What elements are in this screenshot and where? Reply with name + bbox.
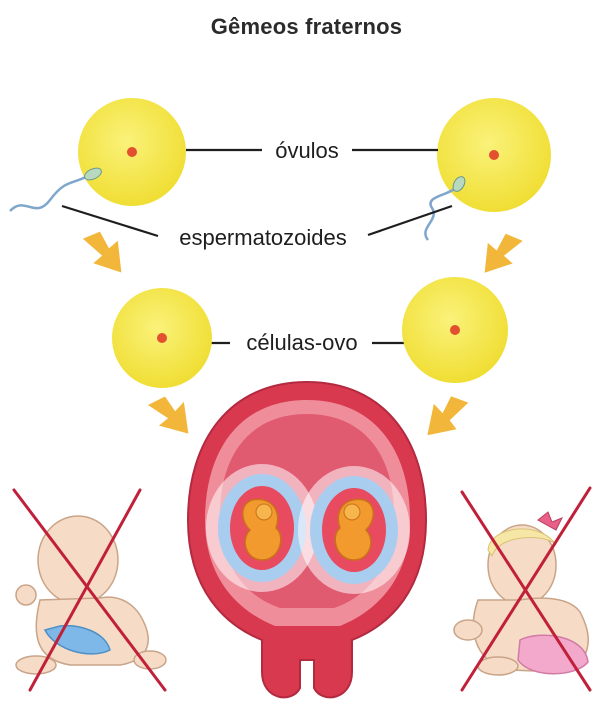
amniotic-sac-right [298, 466, 410, 594]
sperm-left [9, 167, 102, 212]
embryo-left [242, 498, 282, 561]
zygote-left [112, 288, 212, 388]
zygote-right [402, 277, 508, 383]
cross-icon-left [12, 488, 167, 692]
baby-boy [15, 515, 167, 675]
nucleus [157, 333, 167, 343]
sperm-right [424, 176, 466, 241]
nucleus [450, 325, 460, 335]
arrow-icon [82, 231, 122, 273]
arrows [82, 231, 523, 436]
diagram-title: Gêmeos fraternos [210, 14, 403, 39]
nucleus [489, 150, 499, 160]
label-sperm: espermatozoides [179, 225, 347, 250]
cross-marks [12, 486, 592, 692]
label-zygotes: células-ovo [246, 330, 357, 355]
baby-girl [453, 511, 589, 676]
label-ovules: óvulos [275, 138, 339, 163]
embryo-right [334, 498, 374, 561]
cross-icon-right [460, 486, 592, 692]
arrow-icon [427, 396, 469, 436]
ovule-right [437, 98, 551, 212]
arrow-icon [147, 396, 189, 434]
uterus [186, 380, 428, 699]
nucleus [127, 147, 137, 157]
arrow-icon [484, 233, 523, 273]
ovule-left [78, 98, 186, 206]
amniotic-sac-left [206, 464, 318, 592]
